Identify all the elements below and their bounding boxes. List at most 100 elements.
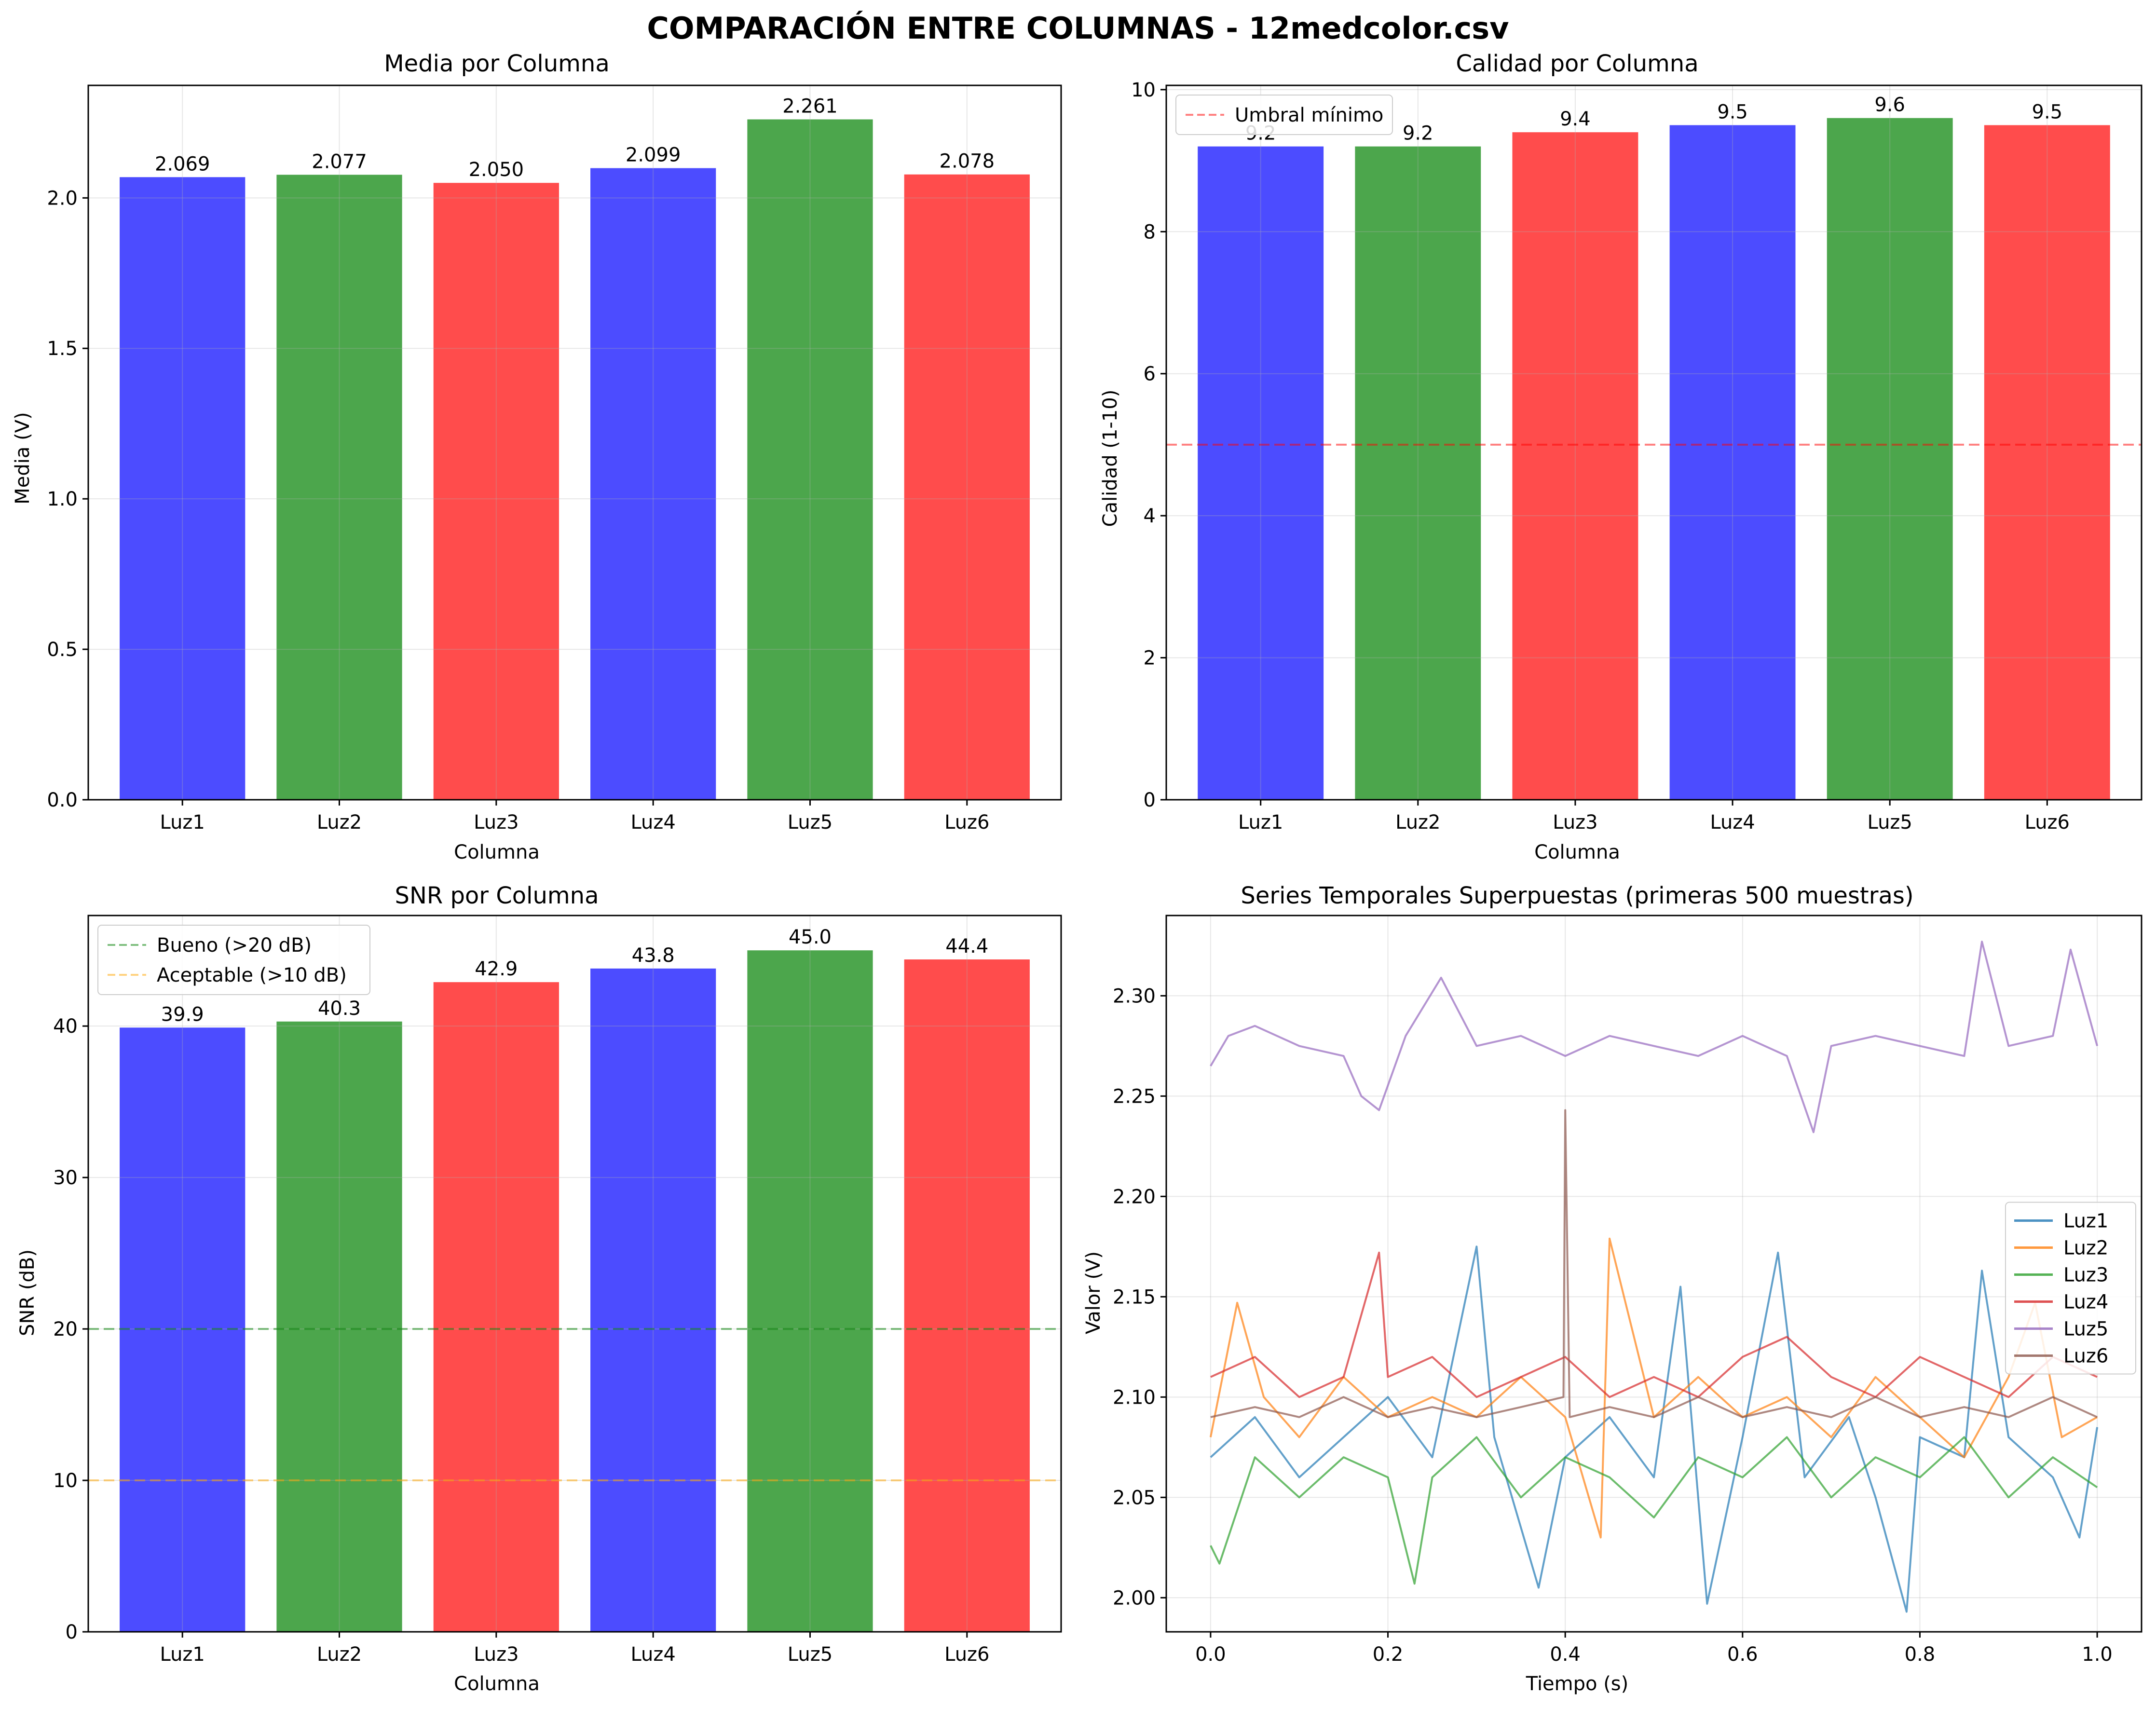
data-label: 2.077	[312, 150, 367, 173]
x-tick-label: 1.0	[2082, 1643, 2113, 1666]
y-tick-label: 4	[1144, 505, 1156, 527]
data-label: 2.261	[782, 95, 838, 117]
bar-luz3	[1512, 132, 1638, 800]
chart-snr-por-columna: SNR por Columna Columna SNR (dB) 39.9 40.…	[16, 882, 1062, 1695]
data-label: 2.099	[626, 144, 681, 166]
y-axis-label: Valor (V)	[1082, 1251, 1105, 1334]
x-tick-label: 0.2	[1373, 1643, 1404, 1666]
bar-luz6	[1984, 125, 2110, 800]
x-axis-label: Columna	[454, 1673, 540, 1695]
bar-luz4	[590, 168, 716, 800]
plot-area: 2.069 2.077 2.050 2.099 2.261 2.078 0.0 0.5 1.0 1…	[47, 84, 1062, 834]
chart-title: Media por Columna	[384, 50, 609, 77]
series-line-luz3	[1210, 1436, 2098, 1585]
data-label: 2.050	[469, 159, 524, 181]
x-tick-label: 0.6	[1727, 1643, 1758, 1666]
legend-label: Luz2	[2063, 1237, 2108, 1259]
data-label: 9.2	[1403, 123, 1433, 145]
legend-box	[1175, 95, 1393, 135]
data-label: 9.5	[1717, 101, 1748, 123]
axes-frame	[87, 915, 1062, 1633]
x-tick-label: Luz2	[317, 1643, 362, 1666]
x-tick-label: Luz6	[2025, 811, 2070, 834]
y-tick-label: 0.5	[47, 639, 78, 661]
y-tick-label: 10	[53, 1470, 78, 1492]
x-tick-label: Luz3	[1553, 811, 1597, 834]
data-label: 40.3	[318, 998, 361, 1020]
data-label: 2.078	[940, 150, 995, 173]
y-tick-label: 2	[1144, 647, 1156, 670]
bar-luz1	[1198, 146, 1324, 800]
data-label: 9.4	[1560, 108, 1591, 130]
data-label: 42.9	[475, 958, 518, 980]
legend-label: Aceptable (>10 dB)	[157, 964, 347, 986]
bar-luz2	[1355, 146, 1481, 800]
x-tick-label: Luz5	[1867, 811, 1912, 834]
legend-label: Luz4	[2063, 1291, 2108, 1313]
data-label: 9.6	[1874, 94, 1905, 116]
y-tick-label: 1.0	[47, 488, 78, 510]
x-tick-label: Luz2	[317, 811, 362, 834]
x-tick-label: 0.8	[1905, 1643, 1936, 1666]
chart-title: Calidad por Columna	[1456, 50, 1698, 77]
data-label: 45.0	[789, 926, 832, 948]
y-tick-label: 6	[1144, 363, 1156, 385]
bar-luz6	[904, 174, 1030, 800]
axes-frame	[87, 84, 1062, 801]
x-tick-label: Luz3	[474, 1643, 519, 1666]
bar-luz6	[904, 959, 1030, 1632]
bar-luz4	[1669, 125, 1796, 800]
series-line-luz6	[1210, 1109, 2098, 1418]
bar-luz4	[590, 968, 716, 1632]
x-axis-label: Tiempo (s)	[1526, 1673, 1629, 1695]
y-tick-label: 2.10	[1113, 1386, 1156, 1408]
bar-luz1	[120, 177, 246, 800]
x-tick-label: Luz1	[160, 1643, 205, 1666]
x-axis-label: Columna	[1534, 841, 1620, 863]
x-tick-label: Luz5	[788, 1643, 832, 1666]
y-tick-label: 1.5	[47, 338, 78, 360]
x-tick-label: 0.0	[1195, 1643, 1226, 1666]
chart-media-por-columna: Media por Columna Columna Media (V) 2.06…	[12, 50, 1062, 863]
legend-label: Luz3	[2063, 1264, 2108, 1286]
bar-luz3	[433, 982, 559, 1632]
data-label: 39.9	[161, 1003, 204, 1025]
series-line-luz5	[1210, 941, 2099, 1134]
x-tick-label: Luz4	[630, 1643, 675, 1666]
x-tick-label: Luz5	[788, 811, 832, 834]
figure-title: COMPARACIÓN ENTRE COLUMNAS - 12medcolor.…	[647, 11, 1509, 46]
y-tick-label: 2.25	[1113, 1085, 1156, 1107]
bar-luz3	[433, 183, 559, 800]
y-tick-label: 30	[53, 1167, 78, 1189]
y-tick-label: 2.30	[1113, 985, 1156, 1007]
y-tick-label: 2.05	[1113, 1487, 1156, 1509]
legend-box	[97, 925, 370, 995]
x-tick-label: 0.4	[1550, 1643, 1581, 1666]
x-axis-label: Columna	[454, 841, 540, 863]
plot-area: 39.9 40.3 42.9 43.8 45.0 44.4 0 10 20 30 40 Luz1 Luz…	[53, 915, 1062, 1666]
data-label: 2.069	[155, 153, 210, 175]
legend-label: Luz6	[2063, 1345, 2108, 1367]
chart-title: SNR por Columna	[395, 882, 599, 909]
x-tick-label: Luz4	[630, 811, 675, 834]
bar-luz2	[276, 1021, 402, 1632]
chart-series-temporales: Series Temporales Superpuestas (primeras…	[1082, 882, 2142, 1695]
legend-label: Bueno (>20 dB)	[157, 934, 312, 957]
data-label: 44.4	[945, 935, 988, 957]
x-tick-label: Luz1	[160, 811, 205, 834]
x-tick-label: Luz3	[474, 811, 519, 834]
data-label: 43.8	[632, 944, 675, 967]
legend-label: Luz5	[2063, 1318, 2108, 1340]
x-tick-label: Luz4	[1710, 811, 1755, 834]
series-line-luz1	[1210, 1245, 2099, 1613]
chart-title: Series Temporales Superpuestas (primeras…	[1241, 882, 1913, 909]
legend-box	[2005, 1202, 2136, 1375]
y-tick-label: 0	[66, 1621, 78, 1643]
y-tick-label: 2.0	[47, 187, 78, 209]
y-tick-label: 2.20	[1113, 1186, 1156, 1208]
series-line-luz4	[1210, 1251, 2098, 1398]
x-tick-label: Luz1	[1238, 811, 1283, 834]
y-axis-label: SNR (dB)	[16, 1249, 39, 1336]
y-tick-label: 0	[1144, 789, 1156, 811]
